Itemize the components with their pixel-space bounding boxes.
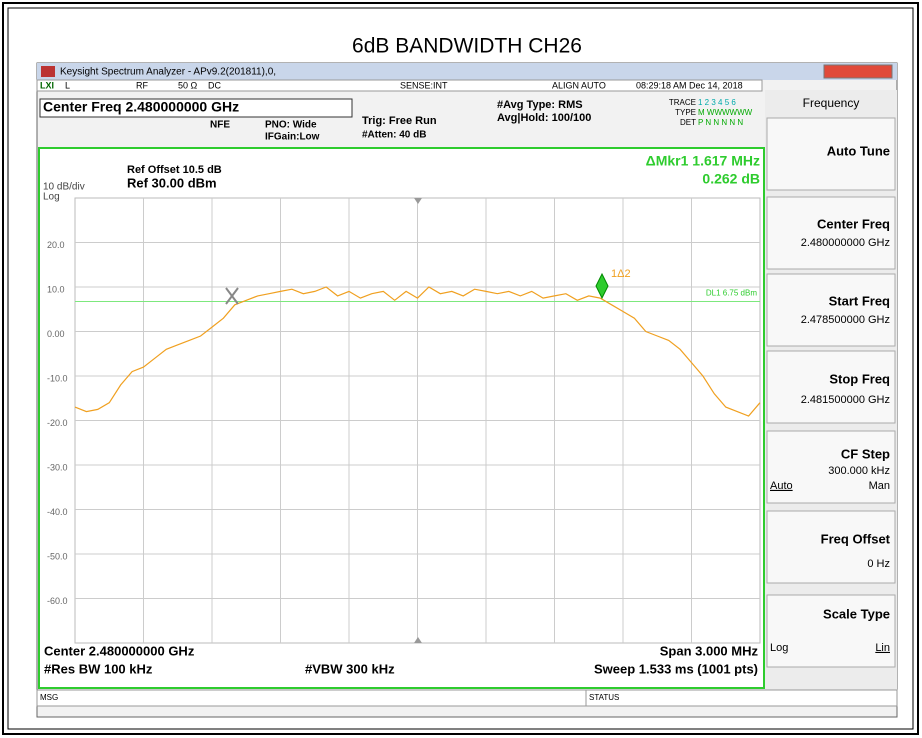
marker-label: 1Δ2 <box>611 268 631 280</box>
footer-sweep: Sweep 1.533 ms (1001 pts) <box>594 661 758 676</box>
softkey-label: Scale Type <box>823 606 890 621</box>
scale-type: Log <box>43 192 60 203</box>
ohm: 50 Ω <box>178 80 198 90</box>
nfe: NFE <box>210 120 230 131</box>
softkey[interactable] <box>766 117 896 191</box>
softkey[interactable] <box>766 430 896 504</box>
ref-offset: Ref Offset 10.5 dB <box>127 164 222 176</box>
status-row-text: LXI L RF 50 Ω DC SENSE:INT ALIGN AUTO 08… <box>40 80 743 90</box>
rf: RF <box>136 80 148 90</box>
trace-label: TRACE <box>669 98 696 107</box>
y-tick-label: 20.0 <box>47 240 65 250</box>
footer-rbw: #Res BW 100 kHz <box>44 661 153 676</box>
y-tick-label: -10.0 <box>47 373 68 383</box>
footer-span: Span 3.000 MHz <box>660 643 759 658</box>
y-tick-label: -40.0 <box>47 507 68 517</box>
softkey-option: Auto <box>770 480 793 492</box>
center-freq-box[interactable] <box>39 98 353 118</box>
softkey-value: 0 Hz <box>867 558 890 570</box>
softkey-value: 2.481500000 GHz <box>801 394 890 406</box>
softkey-label: CF Step <box>841 446 890 461</box>
inner-border <box>7 7 914 730</box>
graticule: 20.0 10.0 0.00 -10.0 -20.0 -30.0 -40.0 -50.0 -60… <box>47 197 761 644</box>
title-bar <box>37 63 897 80</box>
softkey-label: Freq Offset <box>821 531 891 546</box>
status-row <box>36 79 763 92</box>
softkey[interactable] <box>766 594 896 668</box>
marker-readout: ΔMkr1 1.617 MHz <box>646 153 760 169</box>
trig: Trig: Free Run <box>362 115 437 127</box>
softkey-option: Log <box>770 642 788 654</box>
atten: #Atten: 40 dB <box>362 130 426 141</box>
avg-type: #Avg Type: RMS <box>497 99 583 111</box>
marker-value: 0.262 dB <box>702 171 760 187</box>
lxi: LXI <box>40 80 54 90</box>
center-freq: Center Freq 2.480000000 GHz <box>43 99 239 115</box>
page-title: 6dB BANDWIDTH CH26 <box>352 35 582 58</box>
l: L <box>65 80 70 90</box>
softkey-label: Center Freq <box>817 216 890 231</box>
y-tick-label: 10.0 <box>47 284 65 294</box>
time: 08:29:18 AM Dec 14, 2018 <box>636 80 743 90</box>
softkey-option: Man <box>869 480 890 492</box>
msg: MSG <box>40 693 58 702</box>
y-tick-label: -50.0 <box>47 551 68 561</box>
footer-center: Center 2.480000000 GHz <box>44 643 195 658</box>
footer-vbw: #VBW 300 kHz <box>305 661 395 676</box>
dc: DC <box>208 80 221 90</box>
softkey-label: Stop Freq <box>829 371 890 386</box>
softkey[interactable] <box>766 510 896 584</box>
window-title: Keysight Spectrum Analyzer - APv9.2(2018… <box>60 67 276 78</box>
softkey-menu: Frequency <box>803 96 860 110</box>
y-tick-label: -30.0 <box>47 462 68 472</box>
det-value: P N N N N N <box>698 118 743 127</box>
scale: 10 dB/div <box>43 182 85 193</box>
window-controls[interactable] <box>823 64 893 79</box>
type-label: TYPE <box>675 108 696 117</box>
softkey-value: 300.000 kHz <box>828 465 890 477</box>
type-value: M WWWWWW <box>698 108 753 117</box>
sense: SENSE:INT <box>400 80 448 90</box>
y-tick-label: -20.0 <box>47 418 68 428</box>
y-tick-label: 0.00 <box>47 329 65 339</box>
softkey-value: 2.478500000 GHz <box>801 314 890 326</box>
y-tick-label: -60.0 <box>47 596 68 606</box>
marker-diamond <box>595 272 609 300</box>
softkey[interactable] <box>766 273 896 347</box>
softkey[interactable] <box>766 350 896 424</box>
marker-x <box>225 287 239 305</box>
ref-level: Ref 30.00 dBm <box>127 175 217 190</box>
align: ALIGN AUTO <box>552 80 606 90</box>
settings: NFE PNO: Wide IFGain:Low Trig: Free Run … <box>210 99 591 143</box>
softkeys: Frequency Auto Tune Center Freq 2.480000… <box>765 90 897 690</box>
softkey-value: 2.480000000 GHz <box>801 237 890 249</box>
status: STATUS <box>589 693 619 702</box>
softkey[interactable] <box>766 196 896 270</box>
softkey-label: Start Freq <box>829 293 890 308</box>
display-line-label: DL1 6.75 dBm <box>706 289 757 298</box>
trace <box>74 286 761 417</box>
app-icon <box>41 66 55 77</box>
screen <box>38 147 765 689</box>
det-label: DET <box>680 118 696 127</box>
avg-hold: Avg|Hold: 100/100 <box>497 112 591 124</box>
softkey-label: Auto Tune <box>827 143 890 158</box>
trace-info: TRACE 1 2 3 4 5 6 TYPE M WWWWWW DET P N … <box>669 98 753 127</box>
pno: PNO: Wide <box>265 120 317 131</box>
ifgain: IFGain:Low <box>265 132 320 143</box>
footer: Center 2.480000000 GHz Span 3.000 MHz #R… <box>44 643 758 676</box>
statusbar <box>36 689 898 707</box>
trace-digits: 1 2 3 4 5 6 <box>698 98 736 107</box>
softkey-option: Lin <box>875 642 890 654</box>
